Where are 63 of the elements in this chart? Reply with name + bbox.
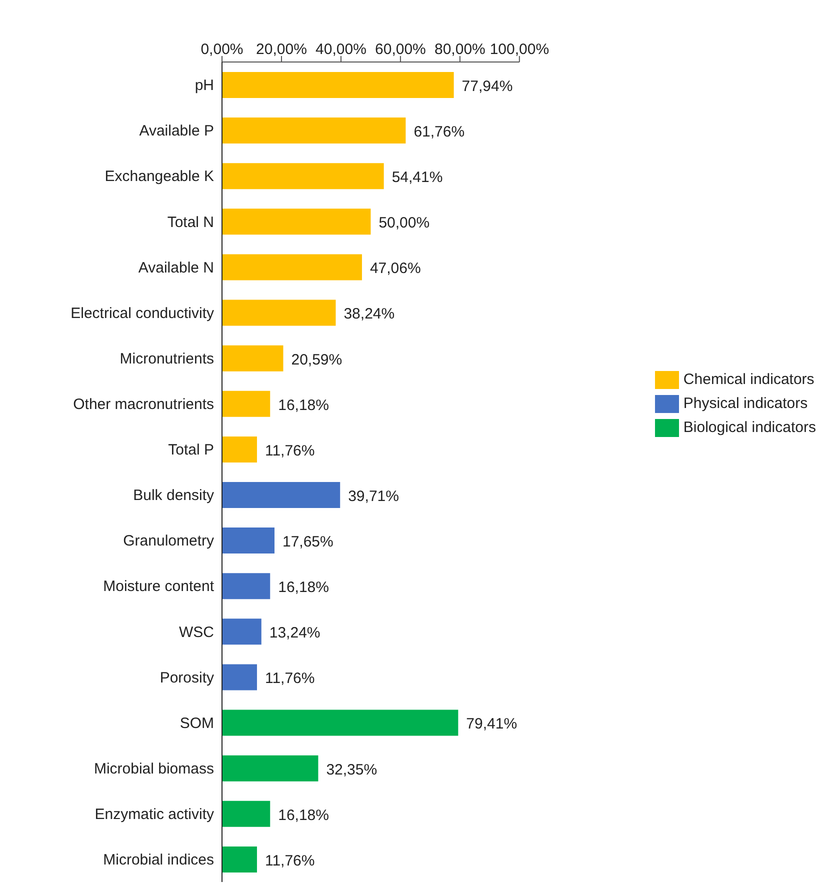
data-label: 16,18%: [278, 806, 329, 824]
y-tick-label: Electrical conductivity: [70, 304, 214, 322]
y-tick-label: Total N: [167, 214, 214, 231]
data-label: 47,06%: [370, 260, 421, 278]
data-label: 79,41%: [466, 716, 518, 733]
data-label: 61,76%: [414, 124, 465, 141]
y-tick-label: Available P: [139, 122, 214, 140]
x-tick-label: 80,00%: [434, 41, 486, 58]
y-tick-label: Porosity: [160, 669, 214, 686]
bar: [222, 436, 257, 462]
y-tick-label: Available N: [138, 259, 214, 276]
x-tick-label: 40,00%: [316, 41, 366, 58]
bar: [222, 710, 458, 736]
bar: [222, 163, 384, 190]
bar: [222, 846, 257, 872]
bar: [222, 573, 270, 600]
y-tick-label: Exchangeable K: [104, 168, 214, 186]
bar: [222, 755, 318, 782]
data-label: 50,00%: [378, 214, 430, 232]
bar: [222, 300, 336, 326]
bar: [222, 664, 257, 690]
bar: [222, 208, 371, 235]
data-label: 32,35%: [326, 761, 378, 778]
x-tick-label: 0,00%: [200, 41, 244, 58]
y-tick-label: Total P: [168, 442, 214, 459]
bar: [222, 390, 270, 417]
data-label: 20,59%: [291, 351, 342, 368]
data-label: 11,76%: [264, 670, 315, 688]
x-tick-label: 60,00%: [375, 41, 426, 58]
y-tick-label: Enzymatic activity: [94, 806, 214, 823]
data-label: 39,71%: [348, 488, 399, 505]
y-tick-label: WSC: [179, 624, 214, 641]
data-label: 16,18%: [278, 396, 329, 414]
y-tick-label: SOM: [180, 714, 214, 732]
data-label: 11,76%: [264, 442, 315, 460]
legend-label: Physical indicators: [683, 395, 808, 412]
bar: [222, 118, 406, 144]
data-label: 54,41%: [392, 169, 443, 186]
data-label: 13,24%: [269, 624, 320, 642]
bar: [222, 345, 284, 372]
bar: [222, 618, 262, 645]
bar: [222, 528, 274, 554]
legend-label: Chemical indicators: [683, 371, 814, 388]
y-tick-label: Microbial indices: [103, 852, 214, 869]
y-tick-label: pH: [194, 77, 214, 94]
y-tick-label: Micronutrients: [120, 350, 214, 368]
data-label: 16,18%: [278, 579, 329, 596]
bar: [222, 254, 362, 280]
data-label: 77,94%: [462, 78, 513, 95]
y-tick-label: Bulk density: [133, 487, 214, 504]
data-label: 11,76%: [264, 852, 315, 870]
legend-label: Biological indicators: [683, 419, 816, 436]
bar: [222, 72, 454, 98]
x-tick-label: 20,00%: [256, 41, 307, 58]
y-tick-label: Granulometry: [123, 532, 214, 550]
x-tick-label: 100,00%: [490, 41, 550, 58]
bar: [222, 800, 270, 827]
y-tick-label: Other macronutrients: [73, 396, 214, 413]
data-label: 38,24%: [344, 306, 395, 323]
y-tick-label: Moisture content: [103, 578, 215, 596]
y-tick-label: Microbial biomass: [94, 760, 214, 778]
bar: [222, 482, 340, 508]
data-label: 17,65%: [282, 534, 334, 551]
